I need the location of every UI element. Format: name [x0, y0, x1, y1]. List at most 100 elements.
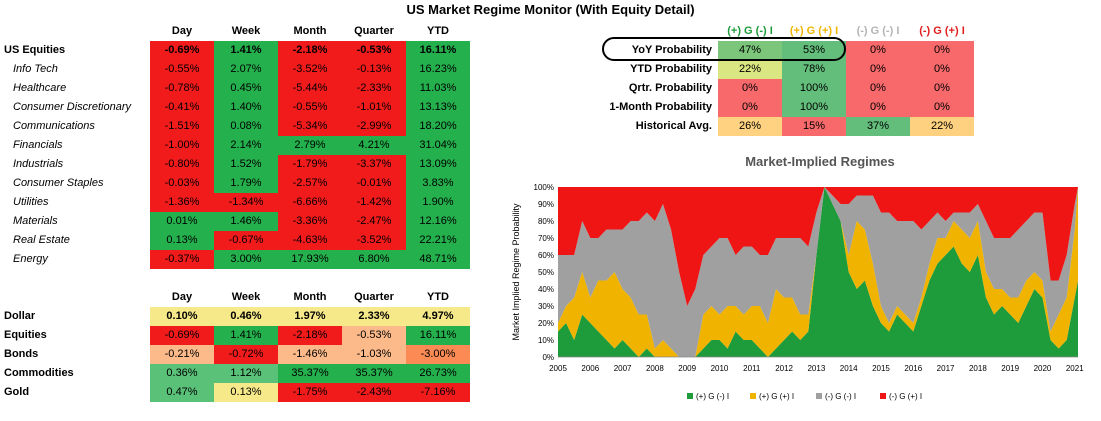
regime-col-header: (+) G (-) I	[718, 22, 782, 41]
table-row: Energy -0.37% 3.00% 17.93% 6.80% 48.71%	[0, 250, 470, 269]
y-tick-label: 20%	[538, 319, 554, 328]
probability-cell: 0%	[910, 79, 974, 98]
probability-cell: 78%	[782, 60, 846, 79]
cell-value: 1.97%	[278, 307, 342, 326]
legend-label: (-) G (-) I	[825, 392, 856, 401]
probability-cell: 22%	[718, 60, 782, 79]
cell-value: 1.41%	[214, 41, 278, 60]
cell-value: -0.69%	[150, 326, 214, 345]
probability-cell: 0%	[910, 98, 974, 117]
x-tick-label: 2007	[614, 364, 632, 373]
asset-col-month: Month	[278, 288, 342, 307]
cell-value: 16.11%	[406, 41, 470, 60]
table-row: Healthcare -0.78% 0.45% -5.44% -2.33% 11.03%	[0, 79, 470, 98]
y-tick-label: 80%	[538, 217, 554, 226]
cell-value: 0.01%	[150, 212, 214, 231]
cell-value: -4.63%	[278, 231, 342, 250]
equity-col-week: Week	[214, 22, 278, 41]
cell-value: -1.01%	[342, 98, 406, 117]
chart-title: Market-Implied Regimes	[745, 154, 895, 169]
probability-cell: 53%	[782, 41, 846, 60]
cell-value: 1.40%	[214, 98, 278, 117]
cell-value: -5.44%	[278, 79, 342, 98]
table-row: Historical Avg. 26% 15% 37% 22%	[572, 117, 974, 136]
cell-value: 1.12%	[214, 364, 278, 383]
cell-value: -1.51%	[150, 117, 214, 136]
cell-value: 2.33%	[342, 307, 406, 326]
regime-col-header: (-) G (+) I	[910, 22, 974, 41]
cell-value: 12.16%	[406, 212, 470, 231]
chart-legend: (+) G (-) I (+) G (+) I (-) G (-) I (-) G (…	[687, 392, 922, 401]
y-tick-label: 70%	[538, 234, 554, 243]
x-tick-label: 2018	[969, 364, 987, 373]
table-row: Real Estate 0.13% -0.67% -4.63% -3.52% 22.21%	[0, 231, 470, 250]
regime-header-blank	[572, 22, 718, 41]
probability-cell: 26%	[718, 117, 782, 136]
series-area-2	[558, 187, 1078, 357]
legend-label: (+) G (+) I	[759, 392, 794, 401]
cell-value: 3.00%	[214, 250, 278, 269]
row-label-commodities: Commodities	[4, 367, 74, 379]
regime-table-header: (+) G (-) I (+) G (+) I (-) G (-) I (-) G (…	[572, 22, 974, 41]
cell-value: -7.16%	[406, 383, 470, 402]
cell-value: 18.20%	[406, 117, 470, 136]
x-tick-label: 2009	[678, 364, 696, 373]
cell-value: -0.55%	[278, 98, 342, 117]
equity-table-header: Day Week Month Quarter YTD	[0, 22, 470, 41]
row-label-qrtr-probability: Qrtr. Probability	[628, 82, 712, 94]
cell-value: -0.55%	[150, 60, 214, 79]
cell-value: -0.53%	[342, 326, 406, 345]
row-label-energy: Energy	[13, 253, 48, 265]
table-row: Utilities -1.36% -1.34% -6.66% -1.42% 1.90%	[0, 193, 470, 212]
x-tick-label: 2005	[549, 364, 567, 373]
x-tick-label: 2017	[937, 364, 955, 373]
equity-header-blank	[0, 22, 150, 41]
legend-swatch	[687, 393, 693, 399]
probability-cell: 22%	[910, 117, 974, 136]
table-row: Equities -0.69% 1.41% -2.18% -0.53% 16.11%	[0, 326, 470, 345]
row-label-us-equities: US Equities	[4, 44, 66, 56]
equity-col-quarter: Quarter	[342, 22, 406, 41]
cell-value: -3.52%	[278, 60, 342, 79]
cell-value: 1.52%	[214, 155, 278, 174]
chart-plot-area	[558, 187, 1078, 358]
cell-value: -3.37%	[342, 155, 406, 174]
cell-value: 2.79%	[278, 136, 342, 155]
cell-value: 11.03%	[406, 79, 470, 98]
cell-value: 0.45%	[214, 79, 278, 98]
table-row: Bonds -0.21% -0.72% -1.46% -1.03% -3.00%	[0, 345, 470, 364]
legend-label: (-) G (+) I	[889, 392, 922, 401]
cell-value: -3.00%	[406, 345, 470, 364]
cell-value: -0.80%	[150, 155, 214, 174]
asset-class-table: Day Week Month Quarter YTD Dollar 0.10% 0.46% 1…	[0, 288, 470, 402]
cell-value: -0.78%	[150, 79, 214, 98]
row-label-yoy-probability: YoY Probability	[631, 44, 712, 56]
table-row: YoY Probability 47% 53% 0% 0%	[572, 41, 974, 60]
legend-swatch	[816, 393, 822, 399]
y-tick-label: 40%	[538, 285, 554, 294]
y-tick-label: 60%	[538, 251, 554, 260]
regime-col-header: (+) G (+) I	[782, 22, 846, 41]
equity-col-day: Day	[150, 22, 214, 41]
cell-value: 4.97%	[406, 307, 470, 326]
table-row: Gold 0.47% 0.13% -1.75% -2.43% -7.16%	[0, 383, 470, 402]
y-tick-label: 10%	[538, 336, 554, 345]
cell-value: 22.21%	[406, 231, 470, 250]
legend-swatch	[750, 393, 756, 399]
equity-col-ytd: YTD	[406, 22, 470, 41]
x-tick-label: 2008	[646, 364, 664, 373]
x-tick-label: 2006	[581, 364, 599, 373]
cell-value: 0.47%	[150, 383, 214, 402]
cell-value: -1.42%	[342, 193, 406, 212]
series-area-0	[558, 187, 1078, 357]
cell-value: 16.23%	[406, 60, 470, 79]
regime-chart: Market-Implied Regimes Market Implied Re…	[511, 154, 1084, 401]
cell-value: -0.69%	[150, 41, 214, 60]
table-row: Commodities 0.36% 1.12% 35.37% 35.37% 26.73%	[0, 364, 470, 383]
table-row: 1-Month Probability 0% 100% 0% 0%	[572, 98, 974, 117]
page-title: US Market Regime Monitor (With Equity De…	[406, 2, 695, 17]
cell-value: 0.36%	[150, 364, 214, 383]
cell-value: 3.83%	[406, 174, 470, 193]
cell-value: 48.71%	[406, 250, 470, 269]
cell-value: 1.46%	[214, 212, 278, 231]
